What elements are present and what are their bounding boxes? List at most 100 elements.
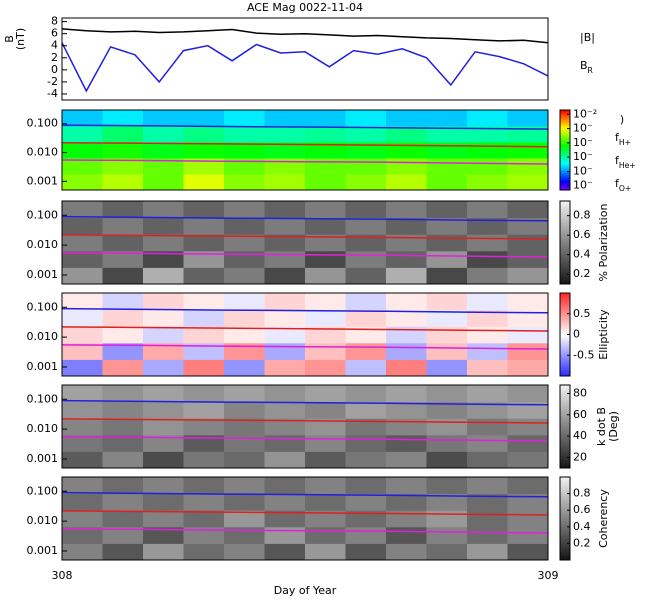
colorbar-tick-label: 0.8	[573, 209, 591, 222]
heatmap-cell	[426, 493, 468, 511]
heatmap-cell	[386, 401, 427, 419]
heatmap-cell	[386, 385, 427, 403]
heatmap-cell	[143, 493, 184, 511]
heatmap-cell	[467, 526, 508, 544]
colorbar-segment	[560, 244, 570, 248]
heatmap-cell	[102, 510, 144, 528]
heatmap-cell	[507, 385, 549, 403]
colorbar-segment	[560, 281, 570, 285]
colorbar-segment	[560, 516, 570, 519]
heatmap-cell	[426, 250, 468, 268]
panel-frame	[61, 292, 549, 377]
heatmap-cell	[386, 359, 427, 377]
colorbar-segment	[560, 114, 570, 117]
colorbar-segment	[560, 411, 570, 415]
heatmap-cell	[183, 293, 225, 311]
colorbar-segment	[560, 426, 570, 430]
heatmap-cell	[224, 359, 265, 377]
colorbar-segment	[560, 265, 570, 268]
heatmap-cell	[467, 174, 508, 191]
colorbar-segment	[560, 295, 570, 298]
colorbar-segment	[560, 150, 570, 153]
colorbar-segment	[560, 443, 570, 446]
y-tick-label: 0.010	[27, 422, 59, 435]
heatmap-cell	[386, 142, 427, 159]
heatmap-cell	[305, 174, 346, 191]
heatmap-cell	[143, 418, 184, 436]
panel-frame	[61, 476, 549, 561]
heatmap-cell	[345, 493, 387, 511]
heatmap-cell	[143, 526, 184, 544]
colorbar-segment	[560, 409, 570, 413]
heatmap-cell	[507, 158, 549, 175]
colorbar-segment	[560, 340, 570, 344]
colorbar-segment	[560, 528, 570, 532]
heatmap-cell	[386, 326, 427, 344]
heatmap-cell	[143, 234, 184, 252]
heatmap-cell	[62, 493, 103, 511]
heatmap-cell	[224, 543, 265, 561]
colorbar-tick-label: 0.4	[573, 520, 591, 533]
heatmap-cell	[183, 126, 225, 143]
heatmap-cell	[102, 493, 144, 511]
colorbar-tick-label: -0.5	[573, 348, 594, 361]
heatmap-cell	[426, 110, 468, 127]
heatmap-cell	[507, 309, 549, 327]
heatmap-cell	[507, 326, 549, 344]
series-line	[61, 510, 549, 516]
colorbar-segment	[560, 124, 570, 127]
heatmap-cell	[507, 401, 549, 419]
heatmap-cell	[102, 543, 144, 561]
series-line	[61, 124, 549, 130]
heatmap-cell	[345, 267, 387, 285]
heatmap-cell	[305, 401, 346, 419]
heatmap-cell	[264, 217, 306, 235]
colorbar-segment	[560, 307, 570, 311]
colorbar-segment	[560, 136, 570, 139]
heatmap-cell	[426, 510, 468, 528]
y-axis-label: (nT)	[14, 28, 27, 50]
colorbar-segment	[560, 215, 570, 219]
heatmap-cell	[386, 418, 427, 436]
colorbar-segment	[560, 238, 570, 241]
heatmap-cell	[386, 493, 427, 511]
heatmap-cell	[264, 126, 306, 143]
colorbar-segment	[560, 351, 570, 354]
heatmap-cell	[62, 510, 103, 528]
colorbar-segment	[560, 254, 570, 258]
series-line	[61, 234, 549, 240]
heatmap-cell	[143, 174, 184, 191]
x-tick-label: 309	[538, 569, 559, 582]
colorbar-segment	[560, 154, 570, 157]
y-tick-label: 0.100	[27, 484, 59, 497]
heatmap-cell	[386, 110, 427, 127]
heatmap-cell	[507, 526, 549, 544]
y-tick-label: 0.010	[27, 514, 59, 527]
heatmap-cell	[183, 234, 225, 252]
colorbar-segment	[560, 367, 570, 371]
heatmap-cell	[507, 418, 549, 436]
heatmap-cell	[345, 174, 387, 191]
colorbar-segment	[560, 217, 570, 221]
heatmap-cell	[62, 234, 103, 252]
colorbar-segment	[560, 463, 570, 467]
heatmap-cell	[264, 342, 306, 360]
heatmap-cell	[507, 174, 549, 191]
heatmap-cell	[183, 267, 225, 285]
colorbar-segment	[560, 359, 570, 362]
heatmap-cell	[143, 510, 184, 528]
heatmap-cell	[183, 326, 225, 344]
colorbar-segment	[560, 539, 570, 542]
colorbar-segment	[560, 326, 570, 329]
colorbar-segment	[560, 418, 570, 421]
colorbar-segment	[560, 146, 570, 149]
heatmap-cell	[345, 543, 387, 561]
heatmap-cell	[183, 174, 225, 191]
heatmap-cell	[143, 110, 184, 127]
y-tick-label: 0.100	[27, 392, 59, 405]
colorbar-segment	[560, 203, 570, 206]
heatmap-cell	[467, 142, 508, 159]
heatmap-cell	[386, 201, 427, 219]
colorbar-segment	[560, 271, 570, 275]
heatmap-cell	[467, 126, 508, 143]
